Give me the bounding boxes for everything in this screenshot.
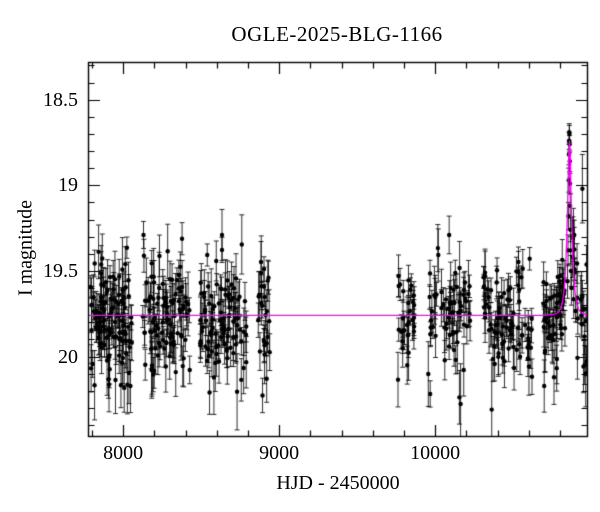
x-axis-title: HJD - 2450000 — [276, 472, 400, 494]
x-tick-label: 10000 — [410, 442, 461, 464]
x-tick-label: 8000 — [103, 442, 144, 464]
chart-title: OGLE-2025-BLG-1166 — [231, 22, 443, 46]
y-tick-label: 19.5 — [43, 259, 78, 282]
x-tick-label: 9000 — [259, 442, 300, 464]
y-tick-label: 20 — [58, 345, 78, 368]
y-tick-label: 18.5 — [43, 88, 78, 111]
y-tick-label: 19 — [58, 174, 78, 197]
